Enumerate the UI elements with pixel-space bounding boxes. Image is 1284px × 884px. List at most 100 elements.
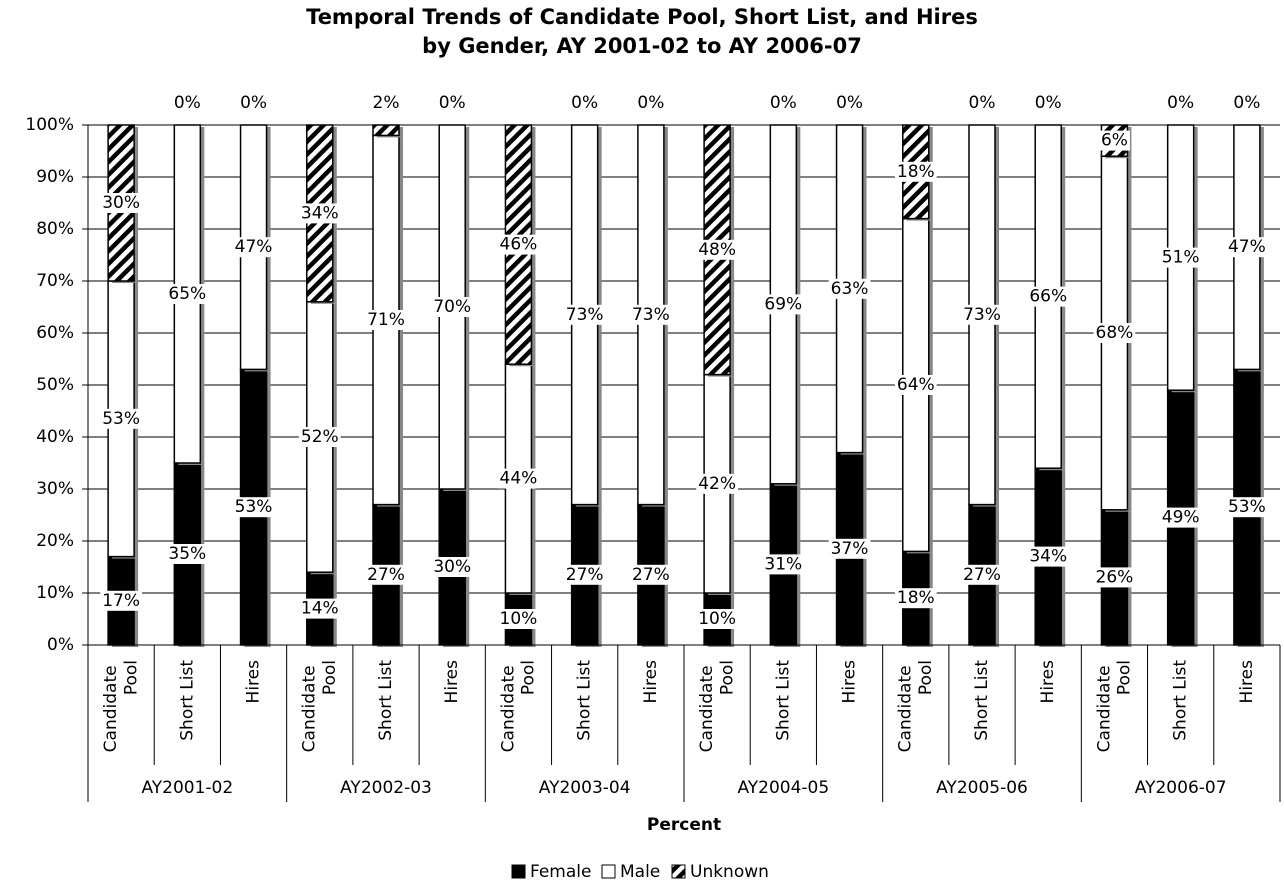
value-label-group: 6%: [1098, 130, 1130, 151]
value-label-group: 53%: [1225, 497, 1268, 518]
value-label-bg: [436, 93, 468, 113]
value-label: 46%: [500, 235, 538, 255]
value-label: 0%: [240, 93, 267, 113]
value-label-bg: [497, 234, 540, 255]
value-label-group: 35%: [166, 544, 209, 564]
value-label: 18%: [897, 588, 935, 608]
y-tick-label: 50%: [36, 375, 74, 395]
x-tick-label: Short List: [1171, 660, 1191, 741]
value-label-bg: [961, 304, 1003, 325]
value-label-group: 0%: [569, 93, 601, 113]
x-tick-label: Short List: [177, 660, 197, 741]
value-label-bg: [166, 544, 209, 564]
x-tick-label-line: Pool: [519, 660, 539, 695]
value-label: 27%: [566, 565, 604, 585]
value-label-group: 37%: [828, 538, 871, 559]
value-label-group: 44%: [497, 468, 540, 489]
value-label: 0%: [637, 93, 664, 113]
value-label: 27%: [367, 565, 405, 585]
legend-label: Female: [530, 862, 591, 882]
value-label: 31%: [764, 554, 802, 574]
group-label: AY2006-07: [1135, 778, 1227, 798]
value-label-group: 73%: [961, 304, 1003, 325]
value-label-bg: [828, 538, 871, 559]
value-label-group: 17%: [100, 590, 143, 611]
value-label-bg: [696, 239, 739, 260]
value-label: 37%: [831, 539, 869, 559]
value-label-bg: [762, 294, 805, 315]
value-label: 53%: [235, 497, 273, 517]
value-label: 26%: [1096, 567, 1134, 587]
value-label-bg: [298, 598, 341, 619]
value-label-group: 2%: [370, 93, 402, 113]
value-label-group: 51%: [1159, 247, 1202, 268]
value-label-bg: [1027, 286, 1070, 307]
value-label-bg: [431, 557, 474, 577]
x-tick-label: Short List: [575, 660, 595, 741]
value-label: 2%: [373, 93, 400, 113]
value-label: 35%: [168, 544, 206, 564]
value-label: 51%: [1162, 248, 1200, 268]
value-label-bg: [232, 497, 275, 518]
x-tick-label: Hires: [1237, 660, 1257, 704]
x-tick-label: Hires: [641, 660, 661, 704]
value-label: 10%: [500, 609, 538, 629]
value-label: 0%: [969, 93, 996, 113]
y-tick-label: 20%: [36, 531, 74, 551]
y-tick-label: 90%: [36, 167, 74, 187]
value-label: 48%: [698, 240, 736, 260]
value-label: 53%: [1228, 497, 1266, 517]
value-label-bg: [1231, 93, 1263, 113]
chart-subtitle: by Gender, AY 2001-02 to AY 2006-07: [422, 34, 862, 58]
value-label: 14%: [301, 599, 339, 619]
x-axis-title: Percent: [647, 815, 721, 835]
group-label: AY2002-03: [340, 778, 432, 798]
value-label-group: 0%: [238, 93, 270, 113]
group-label: AY2005-06: [936, 778, 1028, 798]
value-label-bg: [569, 93, 601, 113]
value-label-bg: [1093, 323, 1136, 343]
value-label-group: 73%: [629, 304, 672, 325]
value-label: 0%: [1167, 93, 1194, 113]
chart-title: Temporal Trends of Candidate Pool, Short…: [306, 5, 978, 29]
value-label-group: 30%: [431, 557, 474, 577]
value-label: 70%: [433, 297, 471, 317]
value-label-bg: [232, 237, 275, 258]
value-label-bg: [497, 609, 540, 629]
value-label: 73%: [566, 305, 604, 325]
x-tick-label: Hires: [1038, 660, 1058, 704]
value-label-group: 27%: [961, 564, 1003, 585]
value-label: 44%: [500, 469, 538, 489]
value-label-bg: [629, 564, 672, 585]
legend-label: Unknown: [690, 862, 769, 882]
x-tick-label-line: Pool: [121, 660, 141, 695]
value-label-bg: [767, 93, 799, 113]
value-label-group: 0%: [171, 93, 203, 113]
x-tick-label: Candidate Pool: [300, 660, 340, 752]
value-label-group: 47%: [1225, 237, 1268, 258]
x-tick-label: Hires: [840, 660, 860, 704]
value-label-group: 48%: [696, 239, 739, 260]
value-label-bg: [431, 297, 474, 317]
value-label-bg: [1159, 507, 1202, 528]
value-label-group: 0%: [1165, 93, 1197, 113]
value-label: 63%: [831, 279, 869, 299]
value-label: 0%: [770, 93, 797, 113]
value-label-bg: [1225, 497, 1268, 518]
x-tick-label: Candidate Pool: [697, 660, 737, 752]
value-label-group: 0%: [966, 93, 998, 113]
value-label-bg: [100, 193, 143, 213]
value-label: 68%: [1096, 323, 1134, 343]
value-label: 0%: [1035, 93, 1062, 113]
value-label: 27%: [632, 565, 670, 585]
value-label-bg: [497, 468, 540, 489]
x-tick-label: Candidate Pool: [1094, 660, 1134, 752]
x-tick-label-line: Pool: [717, 660, 737, 695]
group-label: AY2001-02: [141, 778, 233, 798]
value-label: 0%: [1233, 93, 1260, 113]
group-label: AY2004-05: [737, 778, 829, 798]
value-label: 0%: [836, 93, 863, 113]
value-label-bg: [894, 161, 937, 182]
value-label-group: 63%: [828, 278, 871, 299]
x-tick-label: Short List: [972, 660, 992, 741]
